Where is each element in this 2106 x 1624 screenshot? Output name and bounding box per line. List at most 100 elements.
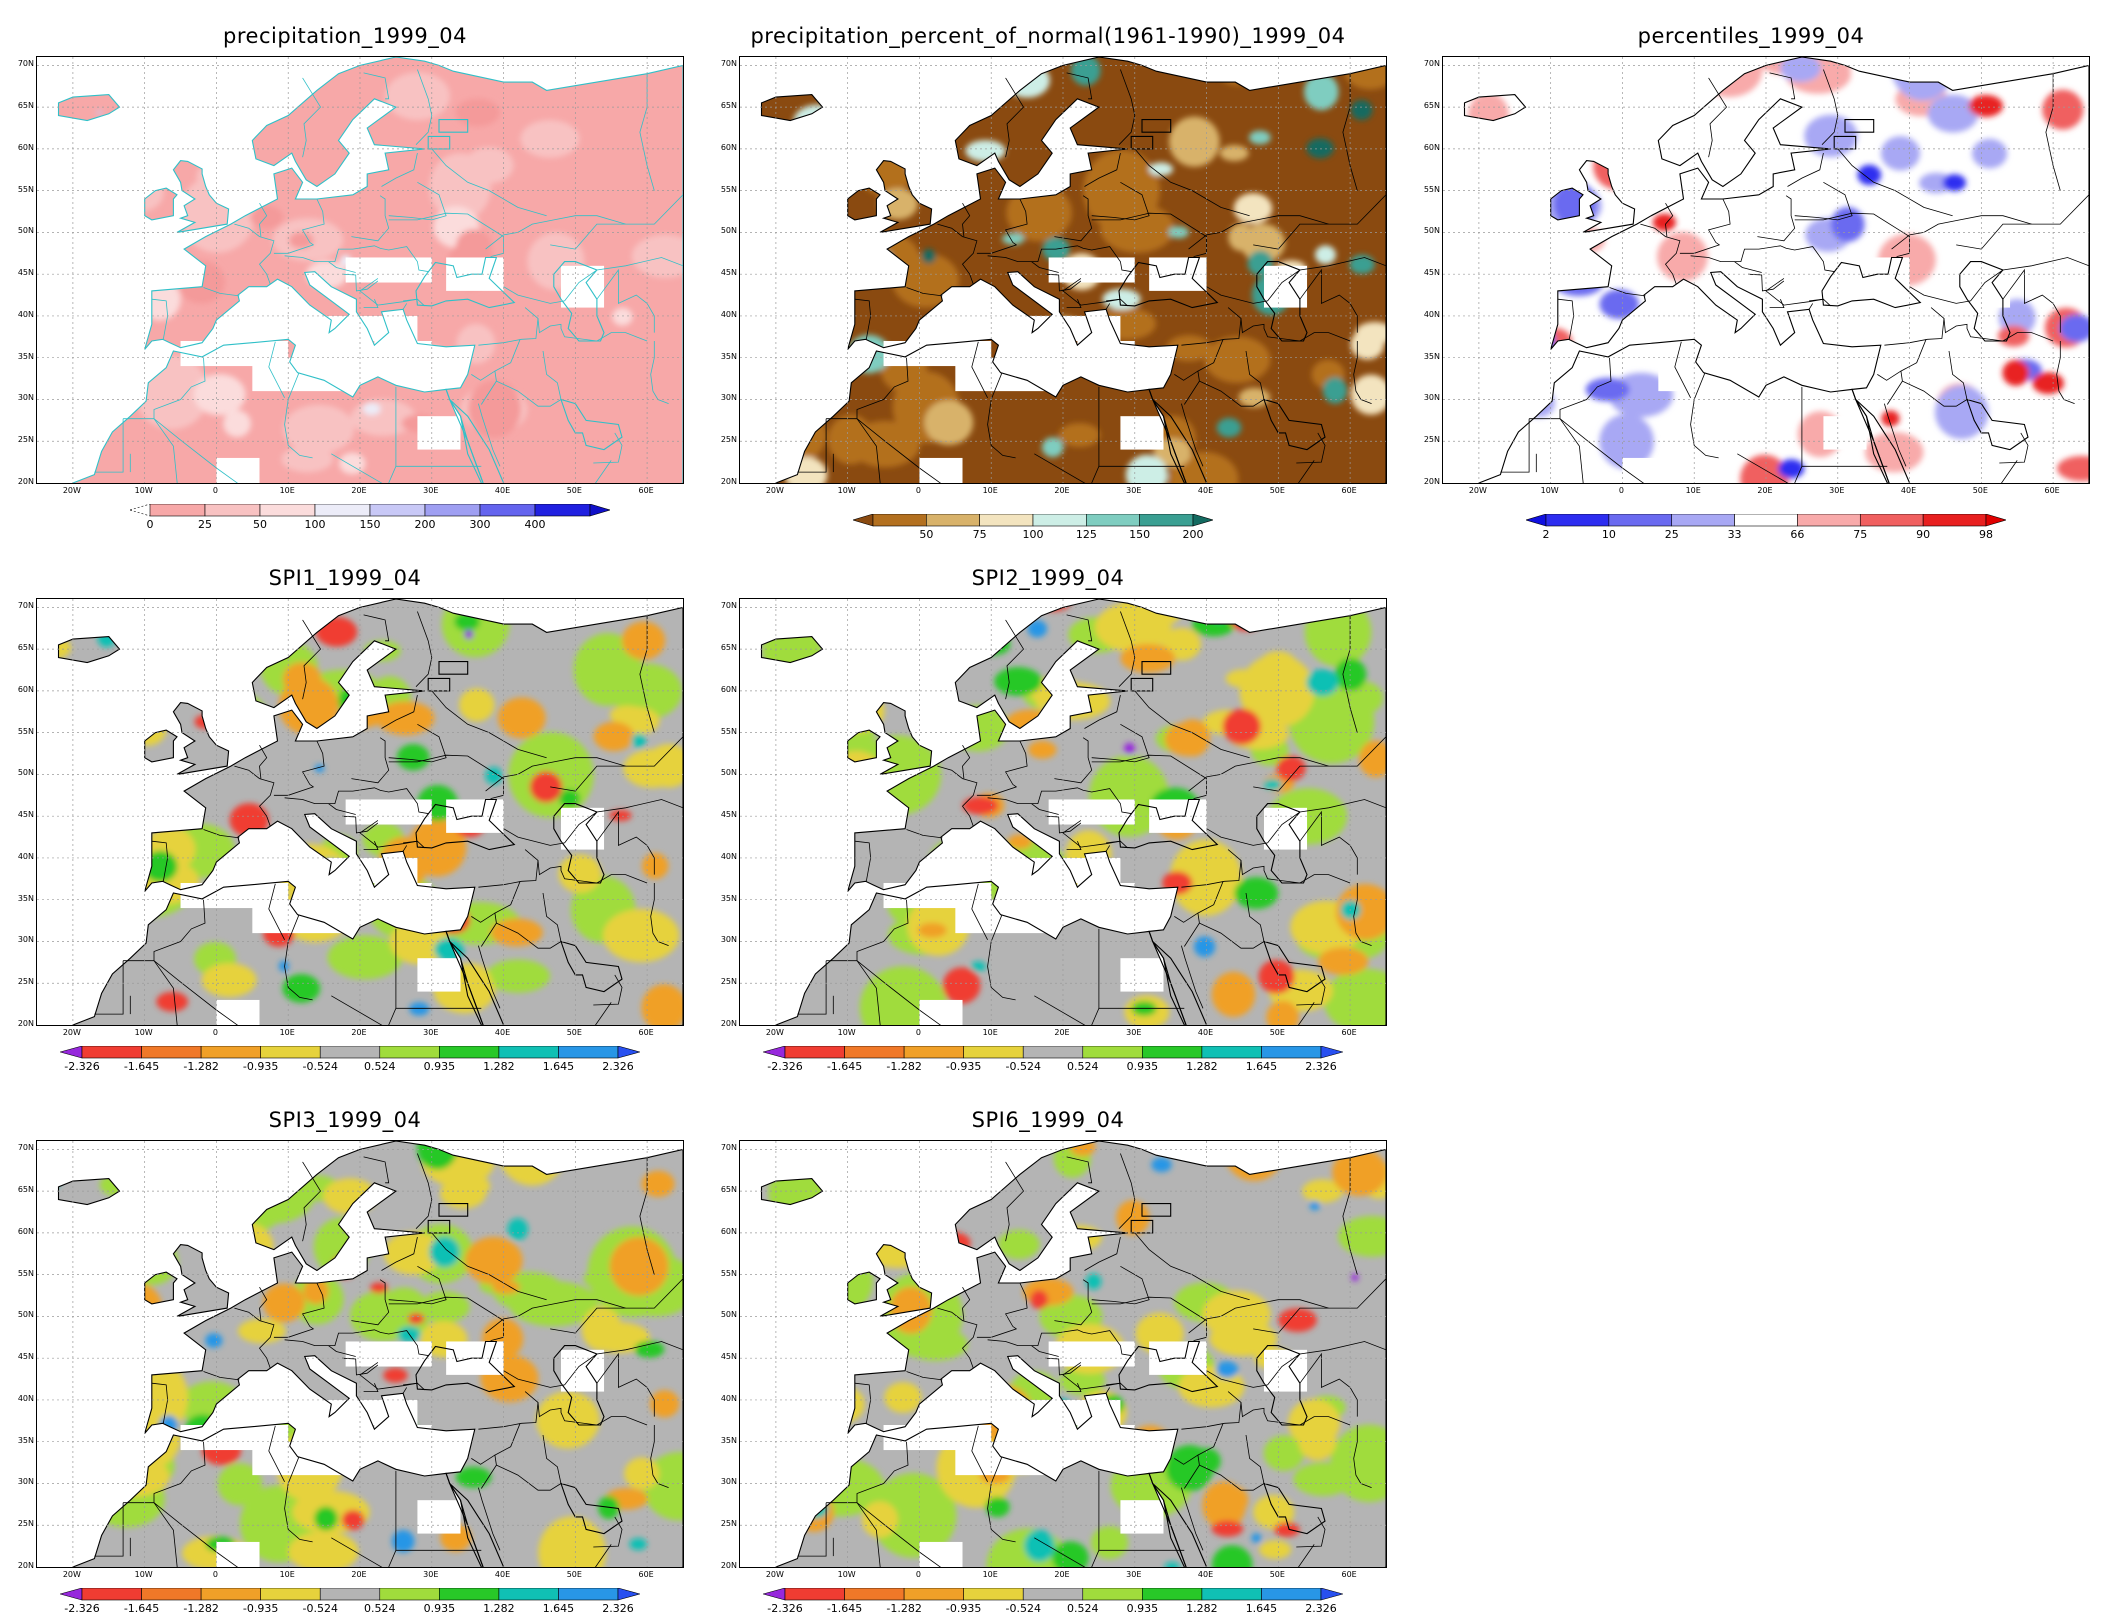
no-data-area: [919, 457, 963, 483]
border-line: [1181, 945, 1204, 1009]
field-blob: [278, 960, 290, 972]
border-line: [937, 765, 978, 827]
border-line: [1808, 303, 1814, 310]
lat-label: 40N: [17, 851, 34, 861]
border-line: [856, 1441, 909, 1503]
coastline: [847, 1141, 1386, 1567]
lat-label: 30N: [17, 393, 34, 403]
border-line: [234, 1307, 275, 1369]
lon-label: 40E: [1197, 486, 1214, 495]
field-blob: [1090, 1526, 1129, 1560]
field-blob: [391, 1529, 415, 1553]
field-blob: [464, 147, 514, 184]
field-blob: [1154, 438, 1192, 468]
field-blob: [884, 1382, 922, 1413]
border-line: [987, 245, 1132, 273]
no-data-area: [252, 899, 346, 934]
field-blob: [1164, 1562, 1180, 1567]
field-blob: [1263, 1435, 1305, 1471]
border-line: [1118, 69, 1136, 145]
border-line: [284, 1456, 313, 1543]
border-line: [503, 1370, 565, 1388]
border-line: [1559, 357, 1612, 419]
lat-label: 30N: [1423, 393, 1440, 403]
field-blob: [1880, 136, 1921, 171]
colorbar-segment: [81, 1588, 142, 1601]
field-blob: [907, 1239, 936, 1265]
field-blob: [798, 807, 823, 825]
field-blob: [96, 110, 103, 115]
field-blob: [80, 1351, 103, 1368]
field-blob: [1309, 1200, 1320, 1211]
colorbar-segment: [1022, 1588, 1084, 1601]
colorbar-label: 0.935: [1126, 1602, 1159, 1615]
lat-label: 55N: [17, 184, 34, 194]
border-line: [402, 845, 408, 852]
no-data-area: [1120, 1500, 1164, 1534]
lon-label: 20E: [1054, 1570, 1070, 1579]
lat-label: 55N: [17, 1268, 34, 1278]
field-blob: [1202, 1481, 1246, 1530]
field-blob: [962, 796, 999, 815]
field-blob: [641, 984, 683, 1025]
border-line: [485, 757, 626, 792]
border-line: [1500, 418, 1530, 473]
border-line: [1909, 286, 1971, 304]
no-data-area: [216, 999, 260, 1025]
border-line: [550, 1278, 683, 1334]
field-blob: [1263, 778, 1282, 791]
colorbar-segment: [439, 1588, 500, 1601]
border-line: [542, 892, 562, 942]
no-data-area: [417, 416, 461, 450]
map-percent-of-normal: [739, 56, 1387, 484]
field-blob: [1052, 1541, 1089, 1567]
border-line: [1999, 432, 2029, 464]
lon-label: 10E: [279, 1028, 295, 1037]
field-blob: [485, 767, 503, 785]
lat-label: 60N: [720, 142, 737, 152]
border-line: [1206, 828, 1268, 846]
border-line: [1066, 299, 1082, 309]
border-line: [1679, 198, 1731, 254]
field-blob: [761, 1356, 801, 1386]
border-line: [564, 1341, 683, 1386]
lon-label: 30E: [423, 486, 439, 495]
panel-title: percentiles_1999_04: [1637, 24, 1865, 48]
border-line: [403, 840, 425, 849]
field-blob: [1323, 968, 1386, 1025]
colorbar-segment: [259, 504, 316, 517]
field-blob: [335, 1436, 369, 1457]
colorbar-segment: [1082, 1046, 1143, 1059]
border-line: [650, 1425, 669, 1488]
border-line: [856, 899, 909, 961]
border-line: [94, 1502, 124, 1557]
border-line: [1197, 339, 1265, 407]
field-blob: [58, 813, 66, 859]
colorbar-label: 0.524: [364, 1602, 396, 1615]
border-line: [1062, 1362, 1121, 1390]
gridlines: [37, 1141, 683, 1567]
border-line: [415, 69, 433, 145]
no-data-area: [560, 807, 605, 850]
field-blob: [407, 818, 467, 877]
border-line: [478, 945, 501, 1009]
field-blob: [836, 57, 861, 69]
field-blob: [2002, 359, 2030, 386]
field-blob: [761, 1298, 826, 1374]
border-line: [153, 357, 206, 419]
field-blob: [314, 1506, 338, 1531]
field-blob: [103, 279, 124, 298]
colorbar-right-triangle: [617, 1588, 640, 1601]
field-blob: [58, 599, 76, 643]
border-line: [976, 740, 1028, 796]
border-line: [854, 298, 872, 340]
colorbar-left-triangle: [130, 504, 151, 511]
no-data-area: [1823, 416, 1867, 450]
border-line: [1062, 278, 1121, 306]
lat-label: 55N: [720, 184, 737, 194]
coastline: [1256, 803, 1308, 884]
lat-label: 65N: [17, 643, 34, 653]
field-blob: [806, 947, 829, 962]
border-line: [1342, 615, 1358, 733]
border-line: [381, 1237, 418, 1271]
